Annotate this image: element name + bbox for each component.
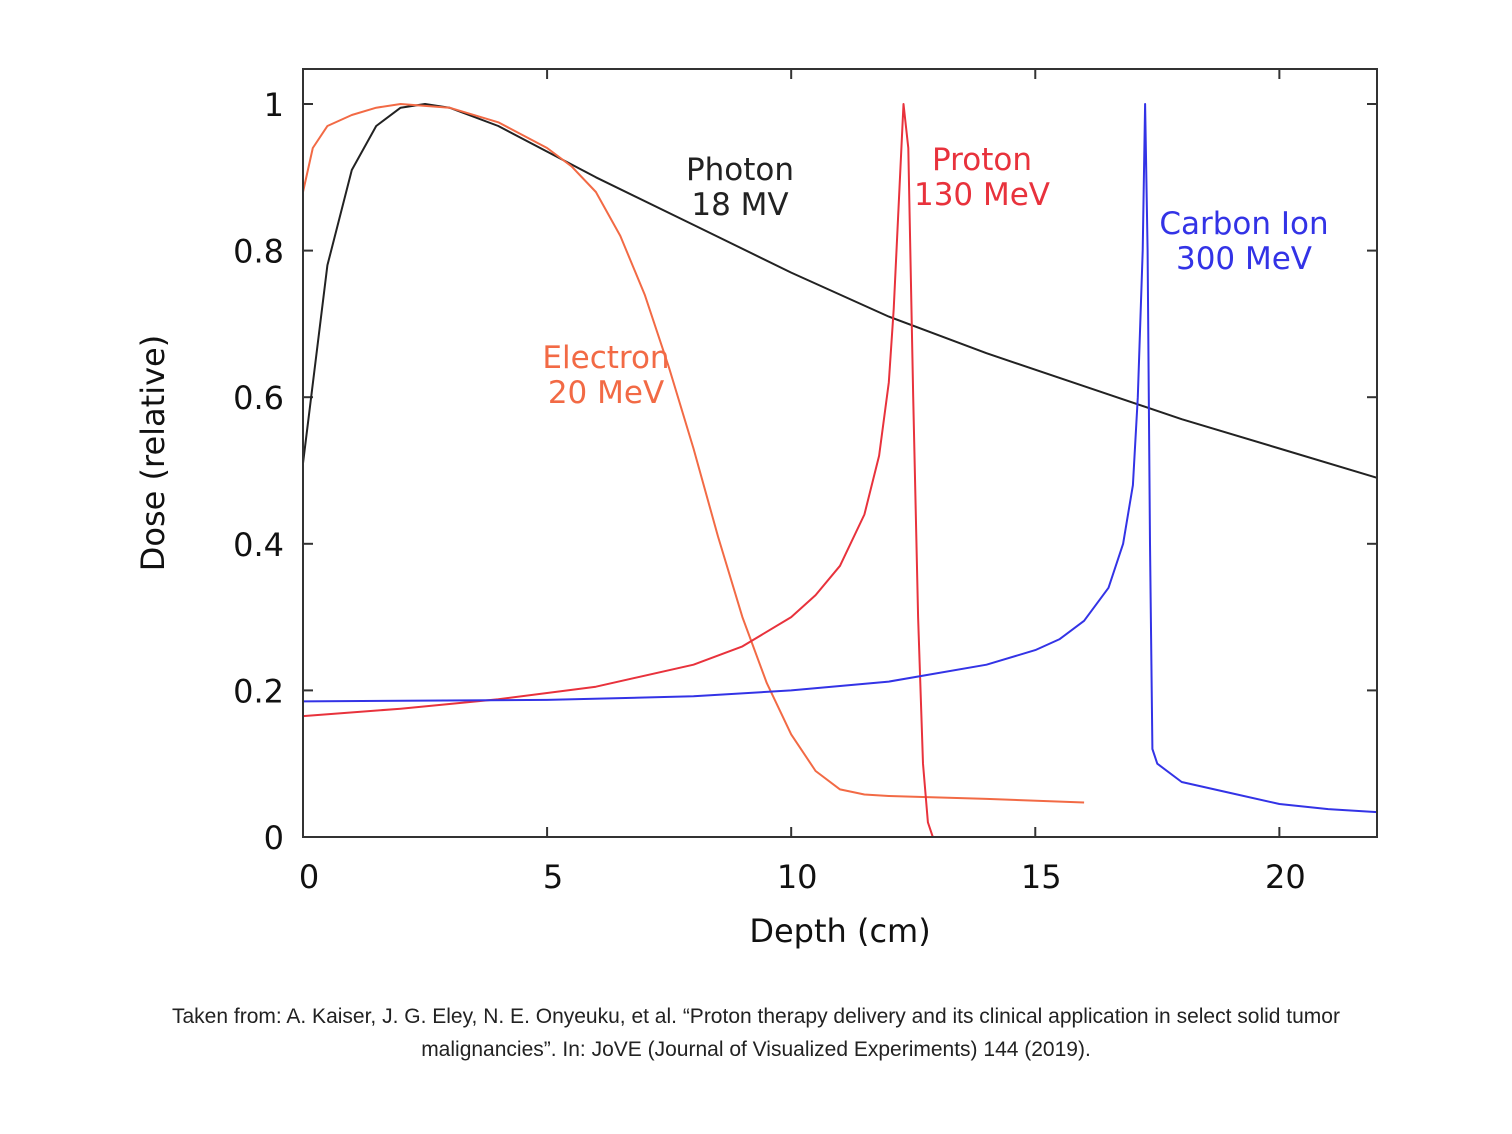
x-tick-label: 5 [543,858,563,896]
series-line-carbon-ion-300mev [302,103,1378,814]
y-tick-label: 0 [264,819,284,857]
series-label-electron-20mev: Electron [542,340,669,376]
series-line-electron-20mev [302,103,1085,804]
y-tick-label: 1 [264,86,284,124]
y-tick-label: 0.6 [233,379,284,417]
x-axis-title: Depth (cm) [749,912,930,950]
x-tick-label: 10 [777,858,818,896]
series-label-photon-18mv: 18 MV [691,187,788,223]
series-label-electron-20mev: 20 MeV [548,375,664,411]
ticks-layer [302,69,1377,838]
series-label-carbon-ion-300mev: Carbon Ion [1159,206,1328,242]
y-tick-label: 0.4 [233,526,284,564]
x-tick-label: 0 [299,858,319,896]
series-label-proton-130mev: Proton [932,142,1032,178]
series-label-proton-130mev: 130 MeV [914,177,1050,213]
plot-frame [302,68,1378,838]
caption-line-2: malignancies”. In: JoVE (Journal of Visu… [421,1038,1091,1061]
curves-layer [302,103,1378,838]
x-tick-label: 20 [1265,858,1306,896]
y-tick-label: 0.2 [233,672,284,710]
y-tick-label: 0.8 [233,233,284,271]
series-line-photon-18mv [302,103,1378,479]
y-axis-title: Dose (relative) [134,335,172,571]
series-line-proton-130mev [302,103,934,838]
series-label-photon-18mv: Photon [686,152,794,188]
x-tick-label: 15 [1021,858,1062,896]
figure-caption: Taken from: A. Kaiser, J. G. Eley, N. E.… [110,1000,1402,1066]
series-label-carbon-ion-300mev: 300 MeV [1176,241,1312,277]
caption-line-1: Taken from: A. Kaiser, J. G. Eley, N. E.… [172,1005,1340,1028]
